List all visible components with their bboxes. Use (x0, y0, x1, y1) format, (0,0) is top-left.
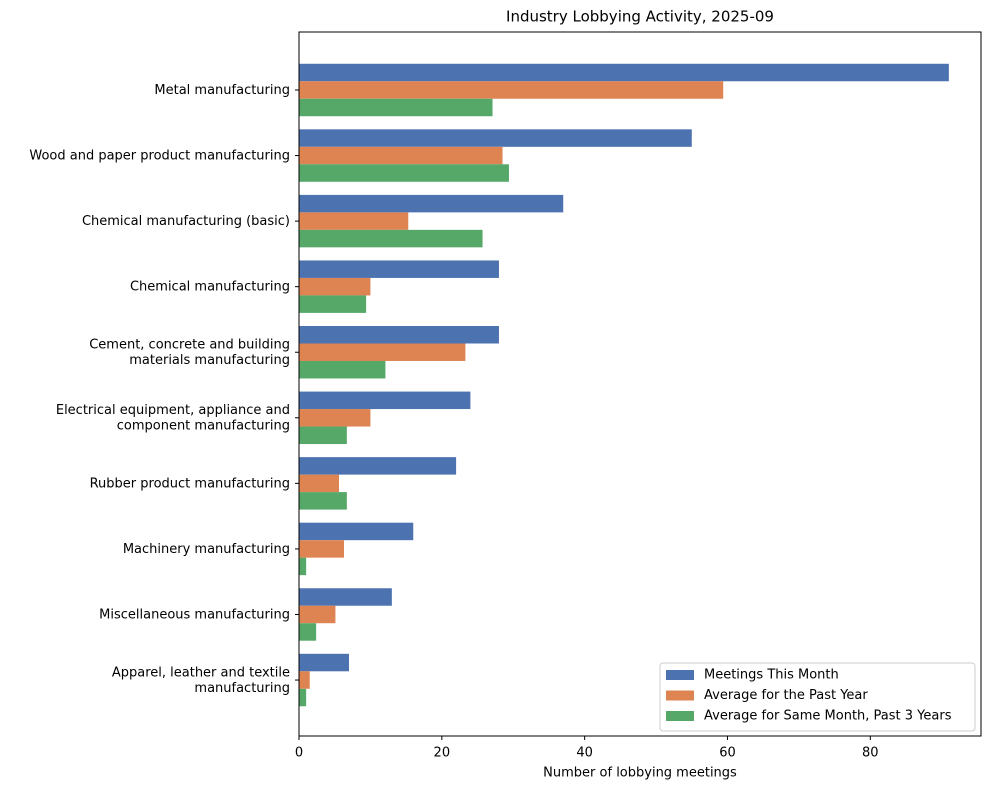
y-tick-label: Rubber product manufacturing (90, 476, 290, 491)
x-tick-label: 20 (434, 746, 451, 761)
bar (299, 229, 483, 248)
bar (299, 98, 493, 117)
bar (299, 474, 339, 493)
legend-swatch (666, 670, 694, 680)
y-tick-label: Cement, concrete and building materials m… (89, 337, 290, 368)
bar (299, 260, 499, 278)
bar (299, 277, 371, 296)
legend-swatch (666, 711, 694, 721)
x-tick-label: 60 (719, 746, 736, 761)
y-tick-label: Chemical manufacturing (130, 279, 290, 294)
x-tick-label: 40 (576, 746, 593, 761)
y-tick-label: Electrical equipment, appliance and compo… (56, 403, 290, 434)
legend-label: Average for Same Month, Past 3 Years (704, 709, 952, 724)
bar (299, 129, 692, 147)
bar (299, 671, 310, 689)
plot-frame (298, 31, 982, 737)
bar (299, 653, 349, 672)
y-tick-label: Miscellaneous manufacturing (99, 607, 290, 622)
bar (299, 63, 949, 82)
y-tick-label: Wood and paper product manufacturing (29, 148, 290, 163)
bar (299, 360, 386, 379)
bar (299, 164, 509, 182)
bar (299, 146, 503, 165)
bar (299, 588, 392, 606)
bar (299, 492, 347, 510)
bar (299, 212, 409, 230)
x-tick-label: 0 (295, 746, 303, 761)
bar (299, 557, 307, 576)
bar (299, 688, 307, 707)
y-tick-label: Machinery manufacturing (123, 541, 290, 556)
y-tick-label: Metal manufacturing (154, 83, 290, 98)
bar (299, 605, 336, 624)
legend-label: Meetings This Month (704, 668, 839, 683)
chart-title: Industry Lobbying Activity, 2025-09 (506, 8, 774, 26)
bar (299, 426, 347, 445)
bar (299, 540, 344, 558)
bar (299, 391, 471, 410)
legend-label: Average for the Past Year (704, 688, 868, 703)
bar (299, 457, 457, 475)
bar (299, 295, 367, 313)
bar (299, 326, 499, 344)
x-tick-label: 80 (862, 746, 879, 761)
bar (299, 623, 317, 641)
bar (299, 81, 724, 99)
x-axis-label: Number of lobbying meetings (543, 766, 737, 781)
y-tick-label: Chemical manufacturing (basic) (82, 214, 290, 229)
legend-box (659, 662, 976, 732)
bar (299, 194, 564, 213)
y-tick-label: Apparel, leather and textile manufacturin… (112, 665, 290, 696)
bar (299, 409, 371, 427)
bar (299, 522, 414, 541)
legend-swatch (666, 690, 694, 701)
bar (299, 343, 466, 361)
